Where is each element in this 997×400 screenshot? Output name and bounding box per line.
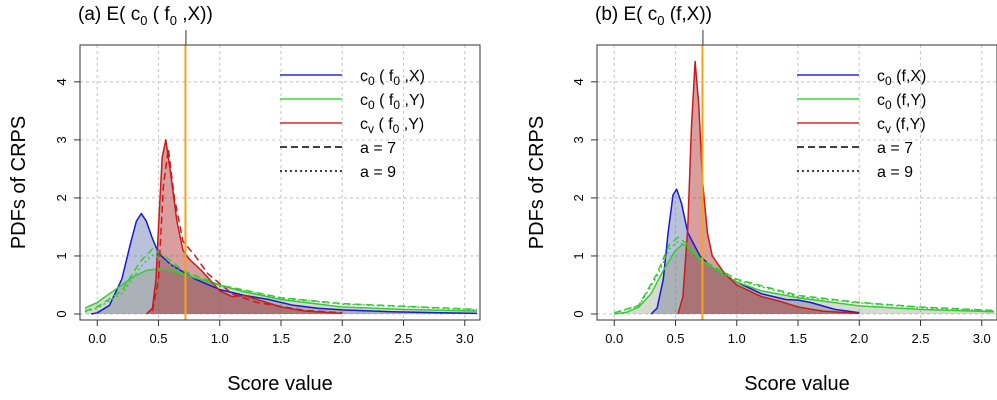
title-args-sub: 0 (170, 13, 177, 28)
y-tick-label: 1 (54, 252, 69, 259)
x-tick-label: 2.5 (911, 331, 929, 346)
legend-sub: v (368, 122, 374, 136)
legend-tail: ,Y) (399, 116, 424, 133)
x-tick-label: 1.0 (728, 331, 746, 346)
legend-entry-label: cv (f,Y) (877, 116, 926, 136)
y-tick-label: 3 (54, 136, 69, 143)
y-tick-label: 2 (54, 194, 69, 201)
x-tick-label: 1.0 (211, 331, 229, 346)
legend-entry-label: c0 ( f0 ,Y) (360, 92, 425, 112)
series-area (91, 213, 477, 314)
y-tick-label: 0 (54, 310, 69, 317)
y-axis-title: PDFs of CRPS (526, 116, 548, 249)
y-tick-label: 4 (54, 78, 69, 85)
panel-b: 0.0 0.5 1.0 1.5 2.0 2.5 3.0 0 1 2 3 4 Score value PDF… (526, 4, 997, 395)
panel-a: 0.0 0.5 1.0 1.5 2.0 2.5 3.0 0 1 2 3 4 Score value PDF… (8, 4, 481, 395)
x-tick-label: 0.5 (149, 331, 167, 346)
y-tick-label: 1 (571, 252, 586, 259)
series-area (678, 61, 860, 314)
series-line (84, 267, 478, 312)
legend-args: ( f (374, 116, 393, 133)
x-tick-label: 0.0 (605, 331, 623, 346)
title-sub: 0 (657, 13, 664, 28)
x-axis-title: Score value (227, 373, 333, 395)
series-group (84, 139, 478, 315)
title-tail: ,X)) (177, 4, 213, 25)
x-tick-label: 1.5 (272, 331, 290, 346)
legend-base: c (877, 92, 885, 109)
legend-args: (f,X) (892, 68, 927, 85)
legend-base: c (877, 68, 885, 85)
title-args: ( f (148, 4, 171, 25)
legend-args-sub: 0 (393, 98, 400, 112)
legend-entry-label: a = 9 (360, 164, 396, 181)
legend-sub: 0 (885, 74, 892, 88)
title-prefix: (a) E( (78, 4, 131, 25)
legend-entry-label: cv ( f0 ,Y) (360, 116, 424, 136)
legend-entry-label: c0 ( f0 ,X) (360, 68, 425, 88)
legend-base: c (360, 116, 368, 133)
y-tick-label: 0 (571, 310, 586, 317)
x-tick-label: 0.5 (666, 331, 684, 346)
series-area (85, 268, 477, 314)
series-area (146, 139, 343, 314)
legend-entry-label: a = 7 (877, 140, 913, 157)
title-main: c (131, 4, 141, 25)
legend-args-sub: 0 (393, 122, 400, 136)
x-tick-label: 2.0 (333, 331, 351, 346)
y-tick-label: 2 (571, 194, 586, 201)
y-tick-label: 4 (571, 78, 586, 85)
x-tick-label: 3.0 (456, 331, 474, 346)
y-tick-label: 3 (571, 136, 586, 143)
y-axis-title: PDFs of CRPS (8, 116, 30, 249)
plot-frame (596, 44, 997, 321)
legend-base: c (360, 68, 368, 85)
legend-sub: 0 (885, 98, 892, 112)
series-line (677, 60, 860, 315)
legend-entry-label: c0 (f,X) (877, 68, 926, 88)
legend-args: ( f (375, 68, 394, 85)
x-tick-label: 1.5 (789, 331, 807, 346)
legend-base: c (877, 116, 885, 133)
series-line (650, 188, 860, 315)
legend-args: (f,Y) (891, 116, 926, 133)
legend-entry-label: c0 (f,Y) (877, 92, 926, 112)
title-main: c (648, 4, 658, 25)
legend-entry-label: a = 7 (360, 140, 396, 157)
x-tick-label: 3.0 (973, 331, 991, 346)
legend-args: (f,Y) (892, 92, 927, 109)
legend-tail: ,Y) (400, 92, 425, 109)
legend-tail: ,X) (400, 68, 425, 85)
legend-sub: 0 (368, 98, 375, 112)
legend-sub: 0 (368, 74, 375, 88)
series-line (84, 248, 478, 312)
legend-args-sub: 0 (393, 74, 400, 88)
plot-frame (79, 44, 481, 321)
title-sub: 0 (140, 13, 147, 28)
x-tick-label: 0.0 (88, 331, 106, 346)
series-line (614, 243, 995, 315)
series-area (614, 244, 994, 314)
legend-sub: v (885, 122, 891, 136)
title-prefix: (b) E( (595, 4, 648, 25)
series-line (614, 236, 995, 314)
legend-base: c (360, 92, 368, 109)
series-line (84, 254, 478, 313)
panel-title: (b) E( c0 (f,X)) (595, 4, 712, 28)
x-tick-label: 2.0 (850, 331, 868, 346)
title-args: (f,X)) (665, 4, 713, 25)
legend-entry-label: a = 9 (877, 164, 913, 181)
legend-args: ( f (375, 92, 394, 109)
series-line (151, 147, 343, 314)
panel-title: (a) E( c0 ( f0 ,X)) (78, 4, 213, 28)
x-tick-label: 2.5 (394, 331, 412, 346)
x-axis-title: Score value (744, 373, 850, 395)
